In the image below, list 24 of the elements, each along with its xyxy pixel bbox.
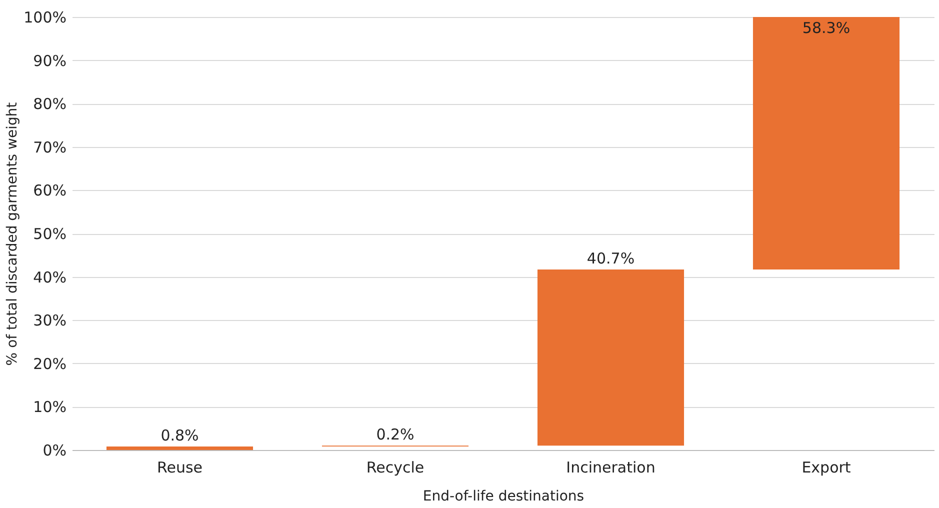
y-tick-label: 70% — [33, 138, 66, 156]
data-label: 0.8% — [160, 426, 199, 445]
data-label: 40.7% — [586, 249, 635, 268]
x-tick-label: Export — [802, 458, 851, 476]
y-tick-label: 100% — [24, 8, 66, 26]
bar — [106, 446, 254, 450]
x-tick-label: Recycle — [366, 458, 424, 476]
bar — [752, 17, 900, 270]
data-label: 58.3% — [802, 19, 850, 37]
y-tick-label: 0% — [42, 442, 66, 460]
y-tick-label: 50% — [33, 225, 66, 243]
bar — [537, 269, 684, 446]
y-tick-label: 10% — [33, 398, 66, 416]
y-tick-label: 20% — [33, 354, 66, 373]
y-tick-label: 30% — [33, 312, 66, 330]
y-axis-title: % of total discarded garments weight — [4, 102, 21, 366]
x-axis-title: End-of-life destinations — [422, 488, 584, 504]
x-tick-label: Reuse — [156, 458, 203, 476]
x-tick-label: Incineration — [566, 458, 656, 476]
y-tick-label: 40% — [33, 268, 66, 286]
y-tick-label: 60% — [33, 182, 66, 200]
y-tick-label: 90% — [33, 52, 66, 70]
y-tick-label: 80% — [33, 95, 66, 114]
data-label: 0.2% — [376, 426, 414, 444]
